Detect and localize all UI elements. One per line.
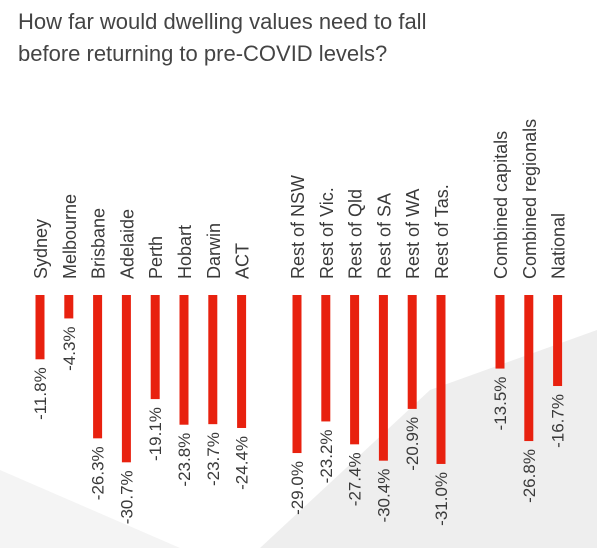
bar-brisbane: [93, 295, 103, 439]
value-label-national: -16.7%: [549, 394, 568, 448]
bar-rest-of-sa: [378, 295, 388, 461]
value-label-act: -24.4%: [233, 436, 252, 490]
bar-hobart: [179, 295, 189, 425]
value-label-hobart: -23.8%: [175, 433, 194, 487]
category-label-rest-of-vic: Rest of Vic.: [317, 187, 337, 279]
category-label-rest-of-nsw: Rest of NSW: [288, 175, 308, 279]
category-label-hobart: Hobart: [175, 225, 195, 279]
category-label-brisbane: Brisbane: [89, 208, 109, 279]
value-label-rest-of-vic: -23.2%: [317, 429, 336, 483]
category-label-perth: Perth: [146, 236, 166, 279]
chart-title: How far would dwelling values need to fa…: [18, 6, 588, 70]
value-label-rest-of-tas: -31.0%: [432, 472, 451, 526]
bar-adelaide: [121, 295, 131, 463]
value-label-darwin: -23.7%: [204, 432, 223, 486]
value-label-rest-of-nsw: -29.0%: [288, 461, 307, 515]
category-label-combined-regionals: Combined regionals: [520, 119, 540, 279]
category-label-sydney: Sydney: [31, 219, 51, 279]
category-label-rest-of-qld: Rest of Qld: [346, 189, 366, 279]
category-label-darwin: Darwin: [204, 223, 224, 279]
value-label-rest-of-wa: -20.9%: [403, 417, 422, 471]
chart-title-line-2: before returning to pre-COVID levels?: [18, 41, 388, 66]
value-label-adelaide: -30.7%: [117, 470, 136, 524]
category-label-rest-of-sa: Rest of SA: [374, 193, 394, 279]
bar-melbourne: [64, 295, 74, 319]
value-label-rest-of-qld: -27.4%: [346, 452, 365, 506]
category-label-melbourne: Melbourne: [60, 194, 80, 279]
bar-rest-of-tas: [436, 295, 446, 464]
value-label-combined-capitals: -13.5%: [491, 377, 510, 431]
category-label-combined-capitals: Combined capitals: [491, 131, 511, 279]
value-label-perth: -19.1%: [146, 407, 165, 461]
category-label-act: ACT: [233, 243, 253, 279]
bar-combined-regionals: [524, 295, 534, 442]
value-label-sydney: -11.8%: [31, 367, 50, 420]
value-label-melbourne: -4.3%: [60, 326, 79, 370]
bar-rest-of-qld: [350, 295, 360, 445]
value-label-brisbane: -26.3%: [89, 446, 108, 500]
bar-perth: [150, 295, 160, 400]
bar-combined-capitals: [495, 295, 505, 369]
category-label-national: National: [549, 213, 569, 279]
bar-darwin: [208, 295, 218, 425]
bar-rest-of-vic: [321, 295, 331, 422]
bar-act: [237, 295, 247, 428]
bar-rest-of-nsw: [292, 295, 302, 454]
bar-rest-of-wa: [407, 295, 417, 409]
value-label-combined-regionals: -26.8%: [520, 449, 539, 503]
bar-sydney: [35, 295, 45, 360]
category-label-rest-of-tas: Rest of Tas.: [432, 184, 452, 279]
chart-title-line-1: How far would dwelling values need to fa…: [18, 9, 427, 34]
value-label-rest-of-sa: -30.4%: [374, 469, 393, 523]
bar-national: [553, 295, 563, 387]
category-label-rest-of-wa: Rest of WA: [403, 189, 423, 279]
category-label-adelaide: Adelaide: [117, 209, 137, 279]
